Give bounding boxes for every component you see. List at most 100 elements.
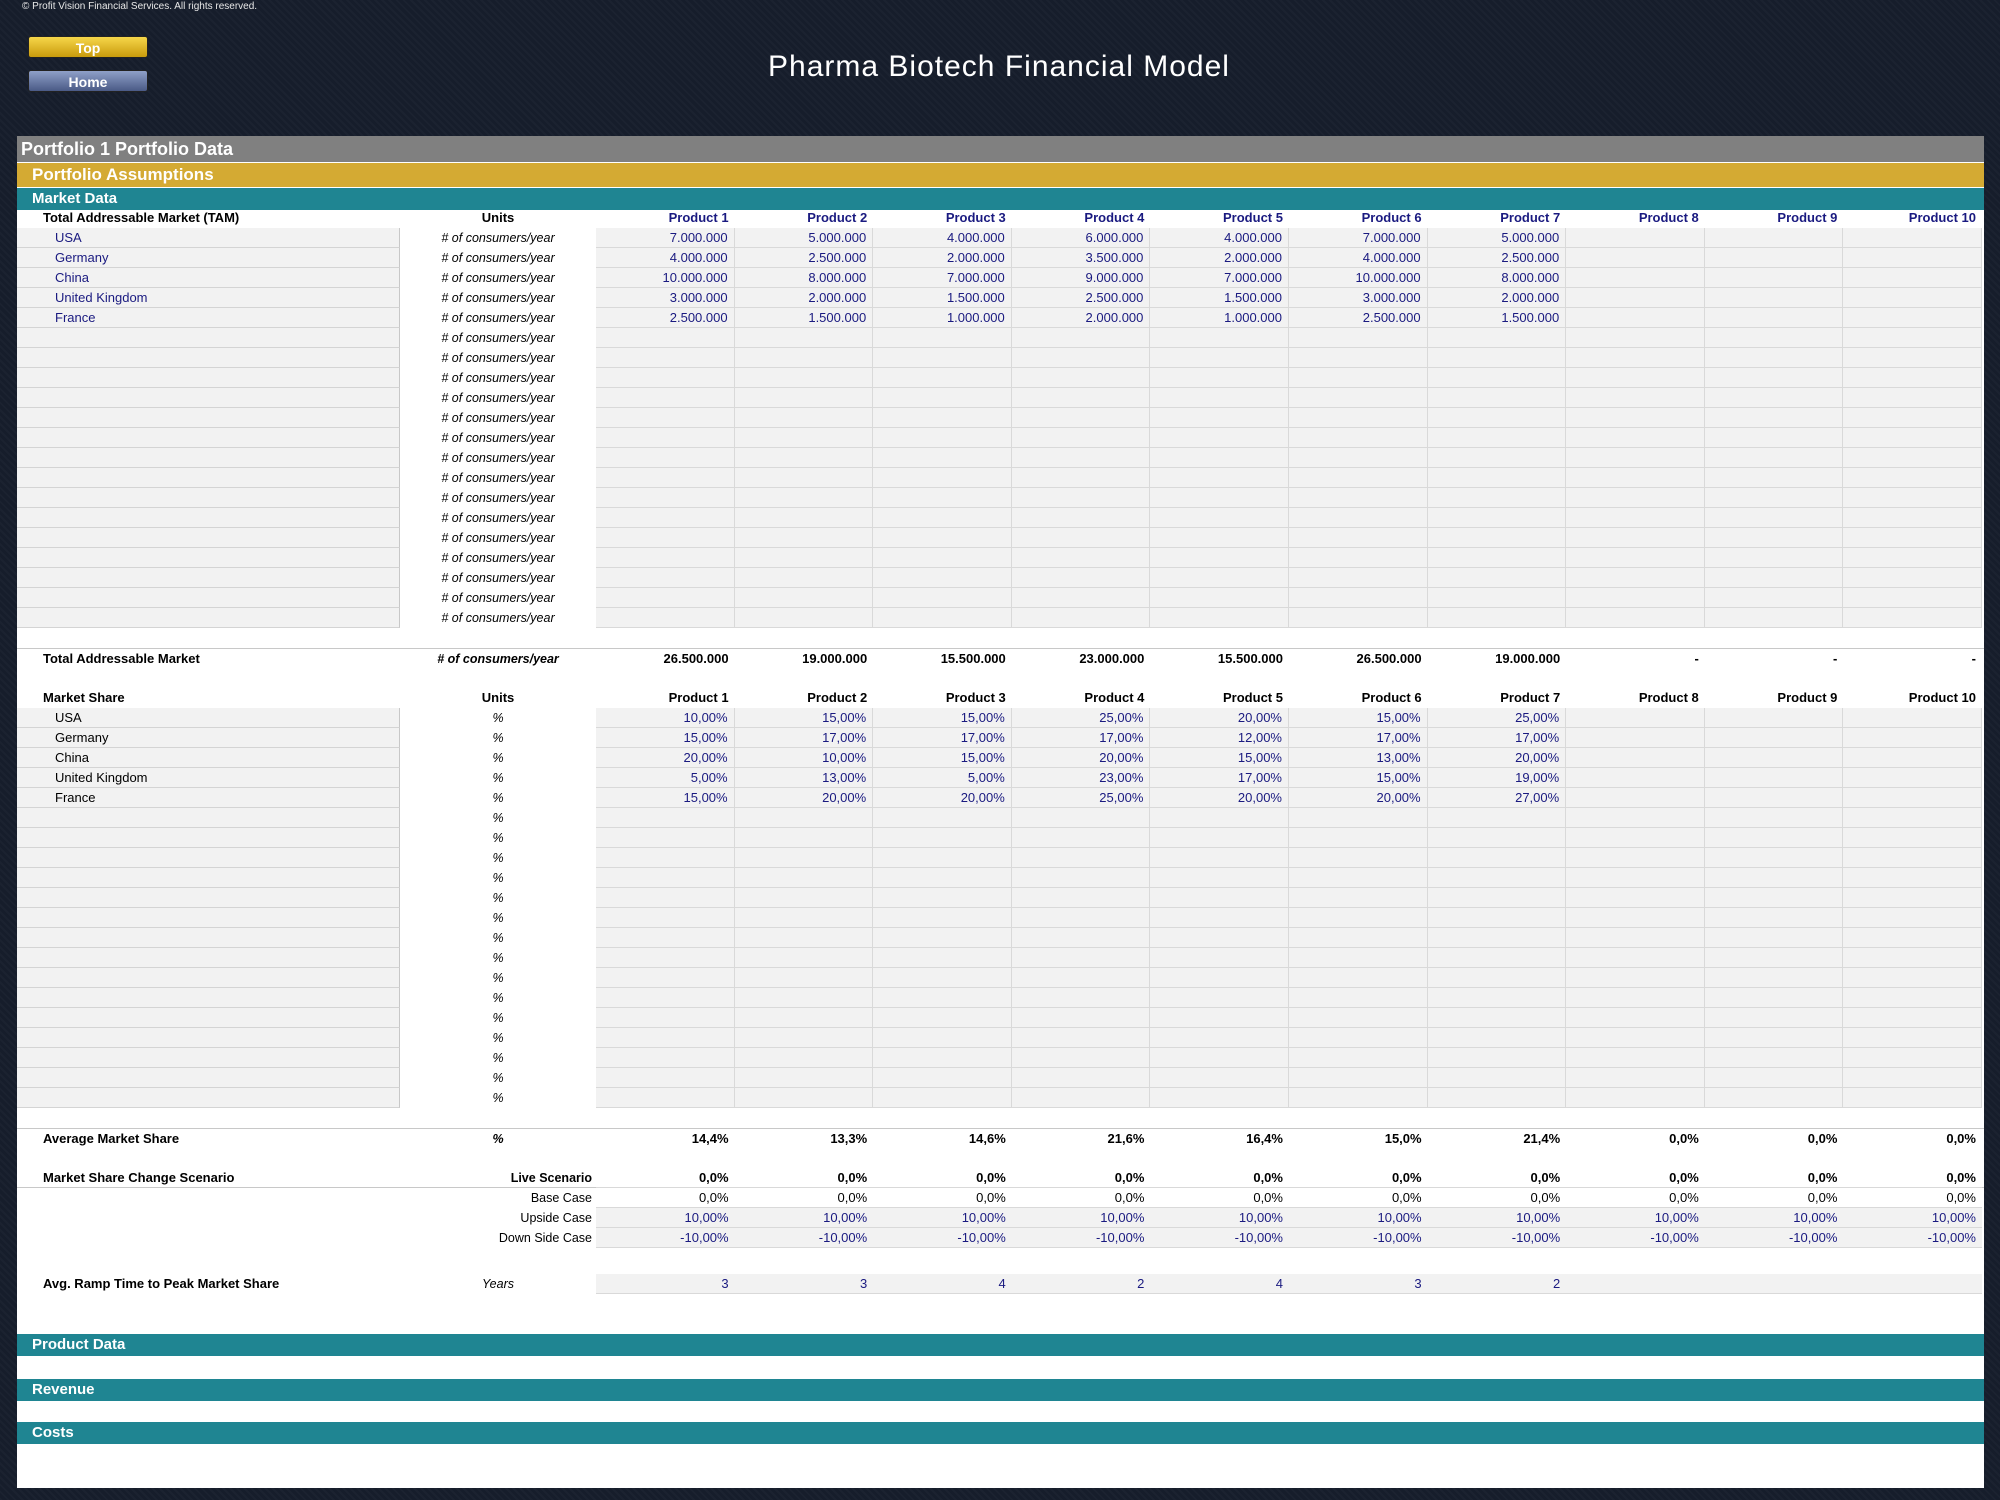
value-cell-empty[interactable] bbox=[596, 328, 735, 348]
value-cell-empty[interactable] bbox=[596, 348, 735, 368]
value-cell-empty[interactable] bbox=[734, 828, 874, 848]
value-cell-empty[interactable] bbox=[1011, 368, 1151, 388]
value-cell[interactable] bbox=[1704, 308, 1844, 328]
value-cell-empty[interactable] bbox=[1150, 868, 1289, 888]
value-cell-empty[interactable] bbox=[596, 948, 735, 968]
value-cell-empty[interactable] bbox=[596, 368, 735, 388]
value-cell-empty[interactable] bbox=[1011, 328, 1151, 348]
value-cell[interactable]: 2.000.000 bbox=[1011, 308, 1151, 328]
value-cell[interactable] bbox=[1704, 228, 1844, 248]
value-cell-empty[interactable] bbox=[1566, 948, 1705, 968]
value-cell-empty[interactable] bbox=[1150, 1008, 1289, 1028]
value-cell-empty[interactable] bbox=[1704, 348, 1844, 368]
value-cell[interactable]: 7.000.000 bbox=[596, 228, 735, 248]
value-cell[interactable] bbox=[1566, 248, 1705, 268]
value-cell[interactable] bbox=[1566, 308, 1705, 328]
value-cell[interactable]: 23,00% bbox=[1011, 768, 1151, 788]
value-cell-empty[interactable] bbox=[1289, 868, 1428, 888]
value-cell-empty[interactable] bbox=[1289, 908, 1428, 928]
value-cell-empty[interactable] bbox=[1427, 588, 1567, 608]
value-cell-empty[interactable] bbox=[1427, 528, 1567, 548]
value-cell-empty[interactable] bbox=[1150, 328, 1289, 348]
value-cell-empty[interactable] bbox=[873, 608, 1012, 628]
value-cell[interactable] bbox=[1704, 708, 1844, 728]
value-cell-empty[interactable] bbox=[596, 588, 735, 608]
value-cell[interactable]: 25,00% bbox=[1427, 708, 1567, 728]
value-cell-empty[interactable] bbox=[873, 548, 1012, 568]
value-cell-empty[interactable] bbox=[734, 588, 874, 608]
value-cell[interactable]: 3 bbox=[1289, 1274, 1428, 1294]
value-cell-empty[interactable] bbox=[734, 988, 874, 1008]
country-name-empty[interactable] bbox=[17, 968, 400, 988]
country-name-empty[interactable] bbox=[17, 348, 400, 368]
value-cell-empty[interactable] bbox=[873, 968, 1012, 988]
value-cell[interactable]: 4.000.000 bbox=[873, 228, 1012, 248]
value-cell[interactable] bbox=[1843, 788, 1982, 808]
value-cell-empty[interactable] bbox=[1427, 948, 1567, 968]
value-cell-empty[interactable] bbox=[1843, 448, 1982, 468]
country-name-empty[interactable] bbox=[17, 928, 400, 948]
value-cell-empty[interactable] bbox=[1704, 568, 1844, 588]
country-name-empty[interactable] bbox=[17, 828, 400, 848]
value-cell-empty[interactable] bbox=[1704, 448, 1844, 468]
value-cell[interactable]: 20,00% bbox=[1289, 788, 1428, 808]
value-cell[interactable]: 0,0% bbox=[1704, 1188, 1844, 1208]
value-cell[interactable]: 0,0% bbox=[1566, 1188, 1705, 1208]
value-cell-empty[interactable] bbox=[596, 1008, 735, 1028]
value-cell[interactable] bbox=[1704, 728, 1844, 748]
value-cell-empty[interactable] bbox=[596, 1068, 735, 1088]
country-name-empty[interactable] bbox=[17, 808, 400, 828]
value-cell[interactable]: 1.500.000 bbox=[1427, 308, 1567, 328]
value-cell-empty[interactable] bbox=[596, 1028, 735, 1048]
value-cell-empty[interactable] bbox=[1150, 388, 1289, 408]
value-cell-empty[interactable] bbox=[1704, 928, 1844, 948]
value-cell-empty[interactable] bbox=[873, 808, 1012, 828]
value-cell-empty[interactable] bbox=[1704, 388, 1844, 408]
value-cell[interactable]: -10,00% bbox=[1289, 1228, 1428, 1248]
value-cell-empty[interactable] bbox=[873, 428, 1012, 448]
value-cell-empty[interactable] bbox=[1843, 1028, 1982, 1048]
value-cell-empty[interactable] bbox=[596, 388, 735, 408]
country-name-empty[interactable] bbox=[17, 868, 400, 888]
value-cell-empty[interactable] bbox=[873, 888, 1012, 908]
value-cell-empty[interactable] bbox=[1566, 348, 1705, 368]
value-cell-empty[interactable] bbox=[873, 1088, 1012, 1108]
value-cell-empty[interactable] bbox=[1427, 868, 1567, 888]
country-name-empty[interactable] bbox=[17, 508, 400, 528]
value-cell-empty[interactable] bbox=[1566, 1048, 1705, 1068]
value-cell-empty[interactable] bbox=[1289, 1068, 1428, 1088]
value-cell[interactable]: 25,00% bbox=[1011, 708, 1151, 728]
value-cell-empty[interactable] bbox=[1843, 908, 1982, 928]
country-name-empty[interactable] bbox=[17, 848, 400, 868]
value-cell[interactable] bbox=[1566, 728, 1705, 748]
value-cell-empty[interactable] bbox=[1566, 388, 1705, 408]
value-cell-empty[interactable] bbox=[1843, 888, 1982, 908]
value-cell-empty[interactable] bbox=[873, 1028, 1012, 1048]
value-cell-empty[interactable] bbox=[1704, 588, 1844, 608]
country-name[interactable]: China bbox=[17, 268, 400, 288]
value-cell[interactable]: 4 bbox=[1150, 1274, 1289, 1294]
value-cell-empty[interactable] bbox=[1289, 508, 1428, 528]
value-cell[interactable]: 15,00% bbox=[1150, 748, 1289, 768]
value-cell-empty[interactable] bbox=[1150, 968, 1289, 988]
value-cell-empty[interactable] bbox=[1289, 888, 1428, 908]
value-cell-empty[interactable] bbox=[596, 888, 735, 908]
value-cell-empty[interactable] bbox=[1566, 468, 1705, 488]
value-cell-empty[interactable] bbox=[1427, 548, 1567, 568]
value-cell-empty[interactable] bbox=[1011, 348, 1151, 368]
country-name-empty[interactable] bbox=[17, 588, 400, 608]
value-cell-empty[interactable] bbox=[596, 448, 735, 468]
country-name-empty[interactable] bbox=[17, 408, 400, 428]
value-cell[interactable]: 0,0% bbox=[596, 1188, 735, 1208]
costs-band[interactable]: Costs bbox=[17, 1422, 1984, 1444]
value-cell-empty[interactable] bbox=[1427, 328, 1567, 348]
country-name-empty[interactable] bbox=[17, 388, 400, 408]
value-cell[interactable]: 25,00% bbox=[1011, 788, 1151, 808]
value-cell[interactable]: 15,00% bbox=[596, 788, 735, 808]
value-cell-empty[interactable] bbox=[1427, 1008, 1567, 1028]
value-cell-empty[interactable] bbox=[873, 568, 1012, 588]
country-name[interactable]: USA bbox=[17, 708, 400, 728]
value-cell-empty[interactable] bbox=[1566, 908, 1705, 928]
value-cell-empty[interactable] bbox=[1150, 568, 1289, 588]
value-cell[interactable]: 2.500.000 bbox=[1427, 248, 1567, 268]
